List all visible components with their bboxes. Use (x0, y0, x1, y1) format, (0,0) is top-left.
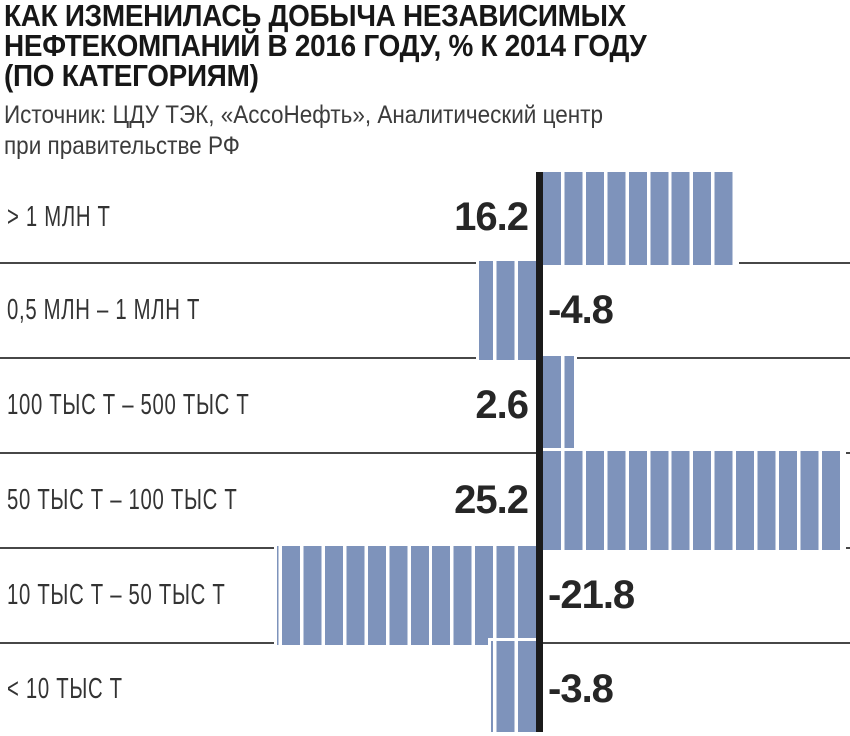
chart-title-line-2: НЕФТЕКОМПАНИЙ В 2016 ГОДУ, % К 2014 ГОДУ (4, 28, 647, 63)
category-label: 100 ТЫС Т – 500 ТЫС Т (7, 358, 353, 453)
category-label-text: 0,5 МЛН – 1 МЛН Т (7, 294, 201, 326)
bar-positive (543, 356, 574, 455)
category-label: 0,5 МЛН – 1 МЛН Т (7, 263, 283, 358)
chart-title-line-3: (ПО КАТЕГОРИЯМ) (4, 58, 259, 93)
value-label: -3.8 (548, 667, 614, 711)
row-separator (0, 452, 850, 454)
chart-source-line-1: Источник: ЦДУ ТЭК, «АссоНефть», Аналитич… (4, 101, 604, 129)
chart-header: КАК ИЗМЕНИЛАСЬ ДОБЫЧА НЕЗАВИСИМЫХ НЕФТЕК… (4, 0, 718, 93)
category-label-text: < 10 ТЫС Т (7, 673, 123, 705)
bar-positive (543, 172, 736, 265)
bar-negative (490, 641, 536, 732)
zero-axis-line (536, 172, 543, 732)
category-label-text: > 1 МЛН Т (7, 201, 111, 233)
category-label: 10 ТЫС Т – 50 ТЫС Т (7, 548, 319, 643)
chart-source: Источник: ЦДУ ТЭК, «АссоНефть», Аналитич… (4, 100, 670, 162)
value-label: 25.2 (454, 478, 529, 522)
row-separator (0, 262, 850, 264)
row-separator (0, 357, 850, 359)
bar-positive (543, 451, 843, 550)
category-label: > 1 МЛН Т (7, 172, 155, 263)
bar-negative (478, 261, 536, 360)
category-label-text: 100 ТЫС Т – 500 ТЫС Т (7, 389, 250, 421)
value-label: 16.2 (454, 195, 529, 239)
chart-title-line-1: КАК ИЗМЕНИЛАСЬ ДОБЫЧА НЕЗАВИСИМЫХ (4, 0, 627, 33)
value-label: -4.8 (548, 288, 614, 332)
category-label-text: 50 ТЫС Т – 100 ТЫС Т (7, 484, 238, 516)
category-label-text: 10 ТЫС Т – 50 ТЫС Т (7, 579, 226, 611)
category-label: 50 ТЫС Т – 100 ТЫС Т (7, 453, 336, 548)
bar-negative (276, 546, 536, 645)
value-label: -21.8 (548, 573, 635, 617)
value-label: 2.6 (475, 383, 529, 427)
bar-chart: > 1 МЛН Т 16.2 0,5 МЛН – 1 МЛН Т -4.8 100 ТЫ… (0, 172, 850, 736)
chart-source-line-2: при правительстве РФ (4, 132, 240, 160)
category-label: < 10 ТЫС Т (7, 643, 172, 736)
